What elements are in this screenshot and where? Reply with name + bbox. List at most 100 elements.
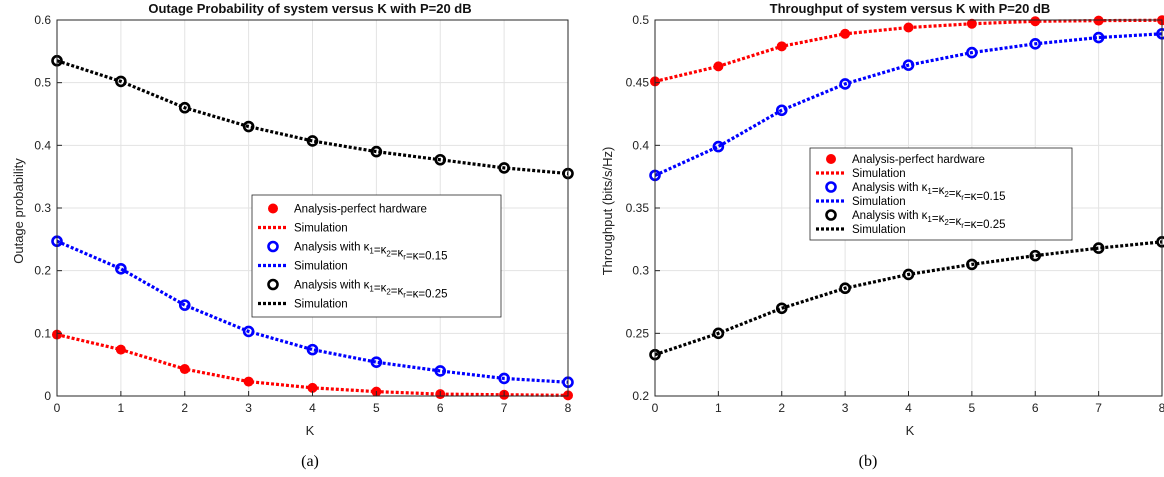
x-tick-label: 8 <box>565 401 572 415</box>
legend-label: Analysis with κ1=κ2=κr=κ=0.15 <box>852 182 1006 203</box>
data-point <box>1092 242 1105 254</box>
legend-label: Simulation <box>852 224 906 236</box>
data-point <box>775 104 788 117</box>
data-point <box>1092 31 1105 44</box>
data-point <box>115 262 127 275</box>
x-tick-label: 8 <box>1159 401 1164 415</box>
legend-marker <box>826 154 836 164</box>
data-point <box>966 18 977 29</box>
series-line <box>56 239 569 384</box>
data-point <box>498 162 510 174</box>
data-point <box>242 325 255 338</box>
y-axis-label: Throughput (bits/s/Hz) <box>600 147 615 276</box>
data-point <box>713 61 724 72</box>
data-point <box>839 78 851 90</box>
x-tick-label: 0 <box>54 401 61 415</box>
data-point <box>1030 16 1041 27</box>
data-point <box>179 364 190 375</box>
y-tick-label: 0.3 <box>632 264 649 278</box>
legend-marker <box>267 278 279 291</box>
legend-box <box>809 147 1073 241</box>
x-tick-label: 2 <box>181 401 188 415</box>
x-tick-label: 1 <box>715 401 722 415</box>
x-tick-label: 0 <box>652 401 659 415</box>
series-line <box>654 32 1163 177</box>
data-point <box>966 46 978 59</box>
x-tick-label: 4 <box>905 401 912 415</box>
figure-caption: (b) <box>859 453 878 470</box>
data-point <box>712 140 725 153</box>
y-tick-label: 0.5 <box>632 13 649 27</box>
x-tick-label: 6 <box>437 401 444 415</box>
legend-box <box>251 194 502 318</box>
x-tick-label: 4 <box>309 401 316 415</box>
y-tick-label: 0.1 <box>34 326 51 340</box>
data-point <box>1029 38 1042 50</box>
y-axis-label: Outage probability <box>11 158 26 264</box>
data-point <box>370 145 383 158</box>
data-point <box>243 376 254 387</box>
data-point <box>115 344 126 355</box>
y-tick-label: 0.6 <box>34 13 51 27</box>
chart-title: Outage Probability of system versus K wi… <box>148 1 471 16</box>
series-line <box>56 59 569 176</box>
x-axis-label: K <box>906 423 915 438</box>
data-point <box>178 101 191 114</box>
legend-marker <box>267 240 279 253</box>
x-tick-label: 2 <box>778 401 785 415</box>
y-tick-label: 0.3 <box>34 201 51 215</box>
data-point <box>1029 249 1042 262</box>
data-point <box>434 365 447 377</box>
legend: Analysis-perfect hardwareSimulationAnaly… <box>251 194 502 318</box>
data-point <box>903 22 914 33</box>
legend-label: Analysis with κ1=κ2=κr=κ=0.25 <box>294 280 448 301</box>
x-tick-label: 7 <box>1095 401 1102 415</box>
legend: Analysis-perfect hardwareSimulationAnaly… <box>809 147 1073 241</box>
y-tick-label: 0.25 <box>626 326 650 340</box>
data-point <box>178 299 191 311</box>
data-point <box>307 382 318 393</box>
x-tick-label: 5 <box>373 401 380 415</box>
legend-label: Simulation <box>852 196 906 208</box>
x-tick-label: 5 <box>969 401 976 415</box>
data-point <box>966 258 978 271</box>
x-tick-label: 6 <box>1032 401 1039 415</box>
legend-label: Simulation <box>852 168 906 180</box>
data-point <box>1093 15 1104 26</box>
y-tick-label: 0.5 <box>34 76 51 90</box>
data-point <box>902 59 915 71</box>
chart-title: Throughput of system versus K with P=20 … <box>770 1 1051 16</box>
legend-marker <box>825 209 837 221</box>
y-tick-label: 0.2 <box>632 389 649 403</box>
y-tick-label: 0.35 <box>626 201 650 215</box>
x-tick-label: 7 <box>501 401 508 415</box>
series-line <box>654 240 1163 357</box>
throughput-chart: Throughput of system versus K with P=20 … <box>600 1 1164 470</box>
x-tick-label: 3 <box>842 401 849 415</box>
x-tick-label: 1 <box>118 401 125 415</box>
legend-label: Analysis-perfect hardware <box>294 204 427 216</box>
data-point <box>434 153 447 166</box>
data-point <box>498 372 510 385</box>
y-tick-label: 0.2 <box>34 264 51 278</box>
figure-caption: (a) <box>301 453 319 470</box>
x-tick-label: 3 <box>245 401 252 415</box>
y-tick-label: 0.4 <box>34 138 51 152</box>
legend-label: Simulation <box>294 261 348 273</box>
data-point <box>839 282 851 295</box>
y-tick-label: 0.45 <box>626 76 650 90</box>
data-point <box>776 41 787 52</box>
data-point <box>712 327 725 340</box>
legend-label: Analysis with κ1=κ2=κr=κ=0.25 <box>852 210 1006 231</box>
legend-label: Simulation <box>294 299 348 311</box>
data-point <box>370 356 383 368</box>
data-point <box>306 343 319 356</box>
legend-label: Analysis-perfect hardware <box>852 154 985 166</box>
y-tick-label: 0.4 <box>632 138 649 152</box>
legend-marker <box>825 181 837 193</box>
legend-label: Analysis with κ1=κ2=κr=κ=0.15 <box>294 242 448 263</box>
legend-marker <box>268 203 278 214</box>
data-point <box>775 302 788 315</box>
outage-probability-chart: Outage Probability of system versus K wi… <box>11 1 574 470</box>
